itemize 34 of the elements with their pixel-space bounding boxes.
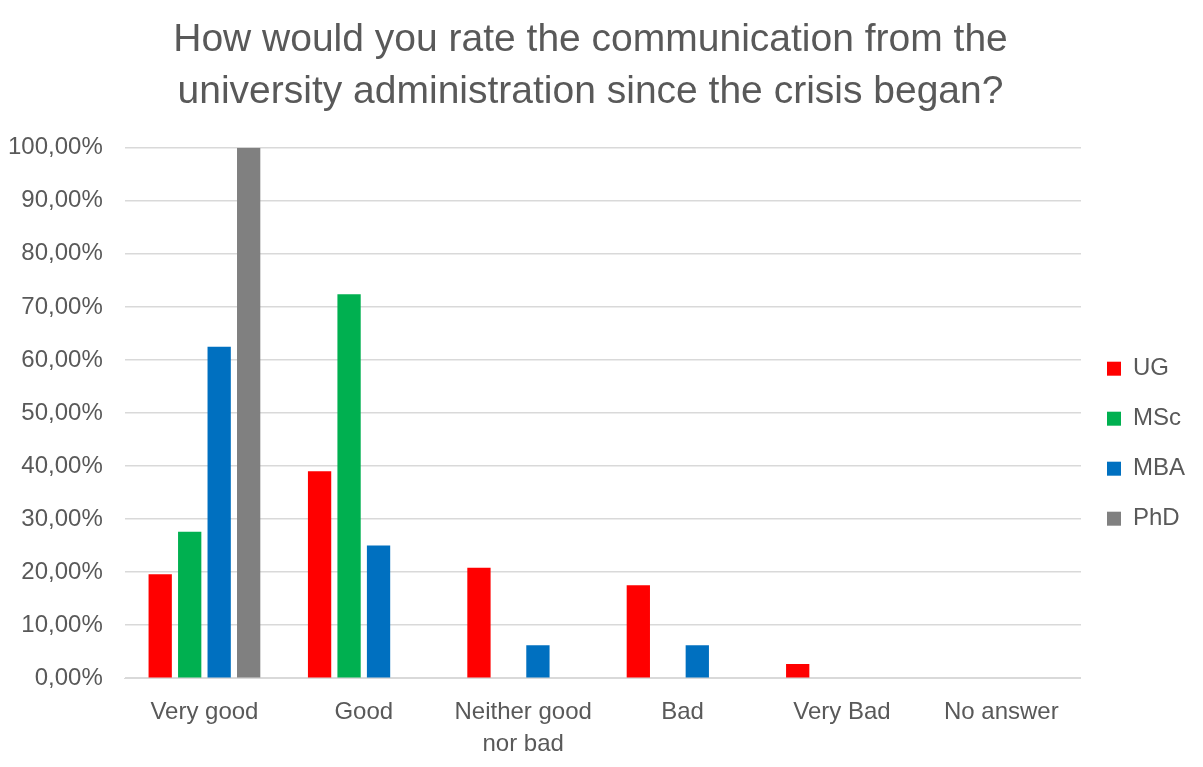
y-tick-label: 60,00%	[21, 344, 103, 372]
bar	[237, 147, 261, 678]
bar	[307, 471, 332, 678]
y-tick-label: 30,00%	[21, 503, 103, 531]
bar	[467, 567, 491, 678]
bar	[178, 531, 202, 678]
bar	[685, 645, 709, 678]
x-tick-label: Bad	[661, 697, 704, 725]
y-tick-label: 90,00%	[21, 185, 103, 213]
bar	[626, 585, 650, 678]
y-tick-label: 40,00%	[21, 450, 103, 478]
y-tick-label: 20,00%	[21, 556, 103, 584]
bar	[366, 545, 391, 678]
y-tick-label: 0,00%	[34, 662, 103, 690]
x-tick-label: Very good	[150, 697, 259, 725]
legend-label: MBA	[1132, 453, 1186, 481]
y-tick-label: 100,00%	[8, 132, 103, 160]
bar	[148, 574, 172, 678]
x-tick-label: Neither good nor bad	[454, 697, 592, 757]
x-tick-label: Very Bad	[793, 697, 891, 725]
chart-title: How would you rate the communication from the university administration since the crisis began?	[173, 15, 1008, 111]
bar	[207, 346, 231, 678]
legend-label: UG	[1132, 353, 1169, 381]
y-tick-label: 10,00%	[21, 609, 103, 637]
bar	[526, 645, 550, 678]
bar	[786, 663, 810, 678]
y-tick-label: 70,00%	[21, 291, 103, 319]
legend-label: MSc	[1132, 403, 1181, 431]
x-tick-label: No answer	[943, 697, 1059, 725]
y-tick-label: 80,00%	[21, 238, 103, 266]
bar	[337, 294, 361, 678]
legend-label: PhD	[1132, 503, 1180, 531]
y-tick-label: 50,00%	[21, 397, 103, 425]
x-tick-label: Good	[334, 697, 394, 725]
